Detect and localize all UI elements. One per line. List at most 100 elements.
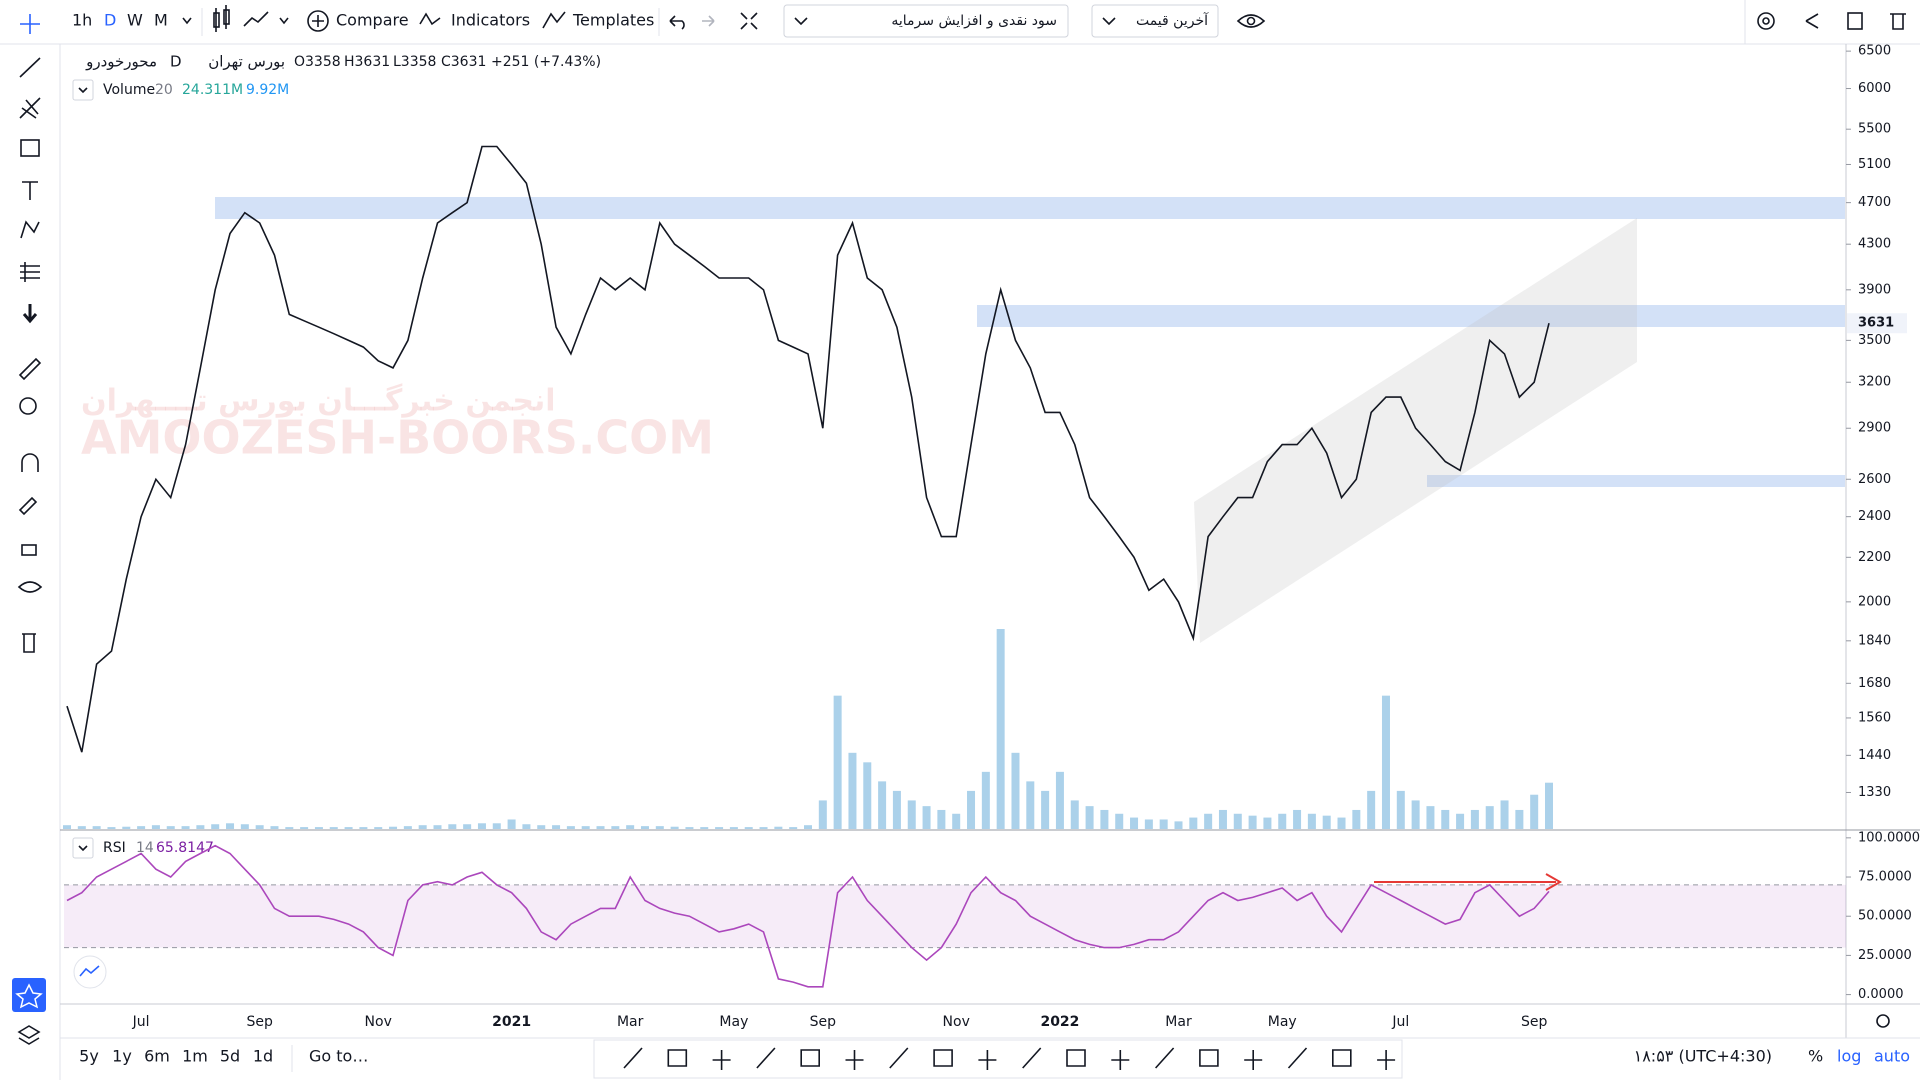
y-tick-label: 2900 [1858,421,1891,436]
zone[interactable] [215,197,1845,219]
drawing-tool[interactable] [933,1049,953,1067]
volume-bar [1367,790,1376,829]
volume-name: Volume [103,82,155,98]
auto-toggle[interactable]: auto [1874,1047,1910,1066]
drawing-tool[interactable] [712,1050,731,1070]
drawing-tool[interactable] [978,1050,997,1070]
drawing-tool[interactable] [1332,1049,1352,1067]
fullscreen[interactable] [740,12,758,30]
volume-bar [1218,809,1227,829]
text-tool[interactable] [22,181,38,200]
interval[interactable]: M [154,11,168,30]
drawing-tool[interactable] [1377,1050,1396,1070]
series-line [66,145,1550,753]
chevron [78,845,88,852]
channel[interactable] [1194,218,1637,643]
collapse-button[interactable] [72,837,94,859]
drawing-tool[interactable] [800,1049,820,1067]
zoom-tool[interactable] [19,397,37,415]
range-button[interactable]: 5y [79,1047,99,1066]
volume-bar [477,823,486,829]
templates-icon[interactable] [542,11,566,29]
volume-bar [211,824,220,829]
drawing-tool[interactable] [1155,1047,1175,1069]
volume-bar [892,790,901,829]
interval[interactable]: 1h [72,11,92,30]
volume-bar [1026,781,1035,829]
rsi-band [64,884,1846,948]
y-tick-label: 2200 [1858,550,1891,565]
trash[interactable] [1890,13,1906,30]
shape-tool[interactable] [20,139,40,157]
drawing-tool[interactable] [667,1049,688,1067]
volume-bar [285,827,294,829]
range-button[interactable]: 1y [112,1047,132,1066]
magnet-tool[interactable] [21,453,39,472]
x-tick-label: May [1268,1014,1297,1030]
drawing-tool[interactable] [1244,1050,1263,1070]
line-icon[interactable] [243,11,269,27]
x-tick-label: Mar [617,1014,644,1030]
ohlc-open: O3358 [294,54,341,70]
interval-label: D [170,53,182,71]
range-button[interactable]: 1m [182,1047,208,1066]
axis-settings[interactable] [1876,1014,1890,1028]
crosshair-tool[interactable] [20,14,40,34]
favorites[interactable] [12,978,46,1012]
share[interactable] [1805,13,1819,29]
indicators-icon[interactable] [419,12,441,26]
snapshot[interactable] [1847,12,1863,30]
collapse-button[interactable] [72,79,94,101]
drawing-tool[interactable] [1111,1050,1130,1070]
drawing-tool[interactable] [1199,1049,1219,1067]
volume-bar [700,827,709,829]
measure-tool[interactable] [18,357,42,381]
goto-button[interactable]: Go to… [309,1047,368,1066]
chevron[interactable] [182,17,192,25]
volume-bar [522,824,531,829]
templates-button[interactable]: Templates [572,11,654,30]
candle-icon[interactable] [213,5,230,32]
range-button[interactable]: 6m [144,1047,170,1066]
range-button[interactable]: 5d [220,1047,240,1066]
interval[interactable]: W [127,11,143,30]
drawing-tool[interactable] [756,1047,776,1069]
y-tick-label: 1560 [1858,710,1891,725]
x-tick-label: Nov [943,1014,970,1030]
dividend-select[interactable] [783,4,1069,38]
lock-tool[interactable] [21,544,37,556]
hide-tool[interactable] [17,581,43,593]
lock-draw-tool[interactable] [18,496,38,516]
arrow-tool[interactable] [22,304,38,324]
undo[interactable] [669,15,685,30]
prediction-tool[interactable] [20,262,40,282]
fib-tool[interactable] [19,97,41,119]
layers[interactable] [17,1025,41,1045]
drawing-tool[interactable] [889,1047,909,1069]
drawing-tool[interactable] [845,1050,864,1070]
drawing-tool[interactable] [1022,1047,1042,1069]
price-select[interactable] [1091,4,1219,38]
compare-button[interactable]: Compare [336,11,409,30]
redo[interactable] [702,15,715,27]
drawing-tool[interactable] [1066,1049,1086,1067]
zone[interactable] [977,305,1845,327]
trend-tool[interactable] [19,57,41,78]
volume-bar [122,826,131,829]
drawing-tool[interactable] [1287,1047,1308,1069]
volume-bar [492,823,501,829]
settings[interactable] [1757,12,1775,30]
zone[interactable] [1427,475,1845,487]
range-button[interactable]: 1d [253,1047,273,1066]
log-toggle[interactable]: log [1837,1047,1861,1066]
chevron[interactable] [279,17,289,25]
percent-toggle[interactable]: % [1808,1047,1823,1066]
remove-tool[interactable] [22,633,36,653]
drawing-tool[interactable] [623,1047,643,1069]
interval[interactable]: D [104,11,116,30]
eye-icon[interactable] [1236,14,1266,28]
indicators-button[interactable]: Indicators [451,11,530,30]
pattern-tool[interactable] [20,220,40,239]
volume-bar [552,825,561,829]
compare-icon[interactable] [307,10,329,32]
